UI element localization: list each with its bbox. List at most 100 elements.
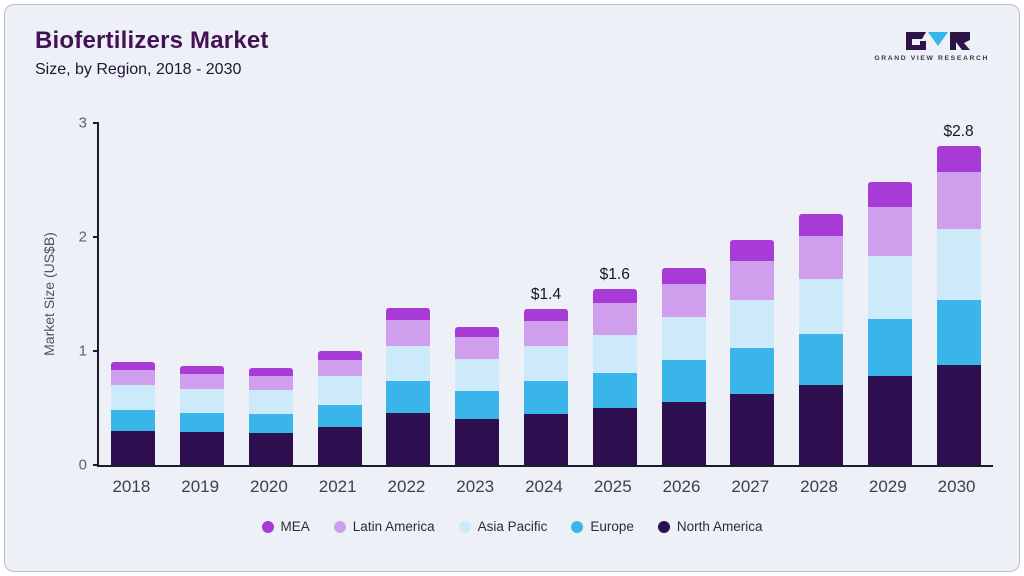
- y-tick-mark: [93, 350, 99, 352]
- chart-header: Biofertilizers Market Size, by Region, 2…: [35, 27, 989, 79]
- bar-segment-latin-america: [386, 320, 431, 347]
- x-tick-label: 2025: [593, 477, 632, 496]
- bar-segment-mea: [180, 365, 225, 374]
- x-tick-label: 2020: [250, 477, 288, 496]
- bar-segment-asia-pacific: [180, 388, 225, 413]
- x-tick-label: 2026: [662, 477, 701, 496]
- legend-label: MEA: [280, 519, 310, 534]
- legend-label: Latin America: [352, 519, 435, 534]
- bar-segment-latin-america: [317, 360, 362, 377]
- bar-segment-mea: [523, 308, 568, 322]
- bar-segment-europe: [248, 413, 293, 434]
- stacked-bar-plot: 0 1 2 3 $1.4 $1.6 $2.8: [79, 115, 993, 474]
- bar-segment-latin-america: [867, 207, 912, 257]
- bar-segment-mea: [111, 362, 156, 371]
- bar-segment-europe: [867, 319, 912, 377]
- legend-label: North America: [676, 519, 763, 534]
- bar-segment-europe: [386, 380, 431, 413]
- bar-segment-mea: [455, 327, 500, 338]
- bar-segment-europe: [523, 380, 568, 414]
- bar-segment-europe: [455, 390, 500, 420]
- bar-segment-mea: [730, 240, 775, 261]
- x-tick-label: 2027: [731, 477, 770, 496]
- gvr-logo-icon: [905, 32, 970, 50]
- bar-segment-asia-pacific: [867, 256, 912, 320]
- bar-series-area: $1.4 $1.6 $2.8: [99, 123, 993, 465]
- page-title: Biofertilizers Market: [35, 27, 269, 54]
- y-tick-label: 3: [78, 114, 87, 132]
- bar-segment-mea: [386, 307, 431, 321]
- bar-2022: [374, 123, 443, 465]
- gvr-logo-text: GRAND VIEW RESEARCH: [874, 55, 989, 62]
- bar-segment-asia-pacific: [799, 279, 844, 334]
- bar-segment-north-america: [455, 419, 500, 465]
- bar-segment-latin-america: [592, 303, 637, 336]
- bar-segment-asia-pacific: [661, 316, 706, 361]
- bar-segment-mea: [592, 289, 637, 304]
- bar-segment-mea: [248, 368, 293, 377]
- gvr-logo: GRAND VIEW RESEARCH: [874, 31, 989, 62]
- chart-legend: MEA Latin America Asia Pacific Europe North …: [5, 519, 1019, 534]
- legend-swatch-icon: [261, 520, 274, 533]
- legend-item-asia-pacific: Asia Pacific: [458, 519, 548, 534]
- chart-card: Biofertilizers Market Size, by Region, 2…: [4, 4, 1020, 572]
- bar-value-label: $1.6: [599, 266, 630, 284]
- y-tick-mark: [93, 236, 99, 238]
- bar-value-label: $1.4: [530, 285, 562, 303]
- y-tick-mark: [93, 122, 99, 124]
- bar-segment-asia-pacific: [317, 376, 362, 405]
- bar-segment-asia-pacific: [111, 385, 156, 411]
- bar-segment-europe: [936, 299, 981, 365]
- bar-segment-mea: [317, 351, 362, 361]
- legend-swatch-icon: [333, 520, 346, 533]
- bar-segment-latin-america: [180, 373, 225, 389]
- legend-swatch-icon: [657, 520, 670, 533]
- bar-2021: [305, 123, 374, 465]
- bar-segment-north-america: [661, 402, 706, 465]
- bar-segment-asia-pacific: [730, 299, 775, 348]
- x-tick-label: 2019: [181, 477, 220, 496]
- bar-segment-north-america: [248, 433, 293, 465]
- bar-segment-asia-pacific: [523, 346, 568, 381]
- bar-2027: [718, 123, 787, 465]
- bar-segment-north-america: [386, 412, 431, 465]
- title-block: Biofertilizers Market Size, by Region, 2…: [35, 27, 269, 79]
- bar-segment-latin-america: [523, 321, 568, 347]
- bar-segment-asia-pacific: [455, 359, 500, 391]
- x-axis-labels: 2018 2019 2020 2021 2022 2023 2024 2025 2026 2027…: [97, 477, 991, 497]
- legend-item-europe: Europe: [571, 519, 634, 534]
- y-tick-mark: [93, 464, 99, 466]
- bar-segment-north-america: [730, 394, 775, 465]
- bar-segment-latin-america: [248, 376, 293, 390]
- bar-value-label: $2.8: [943, 122, 974, 140]
- x-tick-label: 2021: [318, 477, 357, 496]
- bar-segment-europe: [799, 333, 844, 386]
- legend-item-mea: MEA: [261, 519, 310, 534]
- bar-segment-latin-america: [661, 283, 706, 317]
- bar-segment-mea: [936, 145, 981, 173]
- y-tick-label: 0: [78, 456, 87, 474]
- bar-2029: [855, 123, 924, 465]
- bar-segment-mea: [661, 267, 706, 284]
- bar-segment-north-america: [523, 413, 568, 465]
- bar-segment-europe: [592, 372, 637, 408]
- bar-segment-mea: [867, 182, 912, 208]
- bar-2020: [237, 123, 306, 465]
- legend-item-north-america: North America: [657, 519, 763, 534]
- x-tick-label: 2028: [800, 477, 838, 496]
- bar-segment-latin-america: [111, 370, 156, 386]
- bar-segment-europe: [111, 410, 156, 431]
- bar-segment-north-america: [936, 364, 981, 465]
- x-tick-label: 2024: [525, 477, 563, 496]
- bar-segment-north-america: [111, 430, 156, 465]
- bar-segment-europe: [661, 360, 706, 403]
- bar-segment-north-america: [592, 408, 637, 465]
- bar-segment-europe: [317, 404, 362, 428]
- bar-2019: [168, 123, 237, 465]
- bar-2028: [787, 123, 856, 465]
- x-tick-label: 2023: [456, 477, 495, 496]
- legend-item-latin-america: Latin America: [333, 519, 435, 534]
- bar-2024: $1.4: [512, 123, 581, 465]
- legend-label: Asia Pacific: [477, 519, 548, 534]
- x-tick-label: 2029: [868, 477, 907, 496]
